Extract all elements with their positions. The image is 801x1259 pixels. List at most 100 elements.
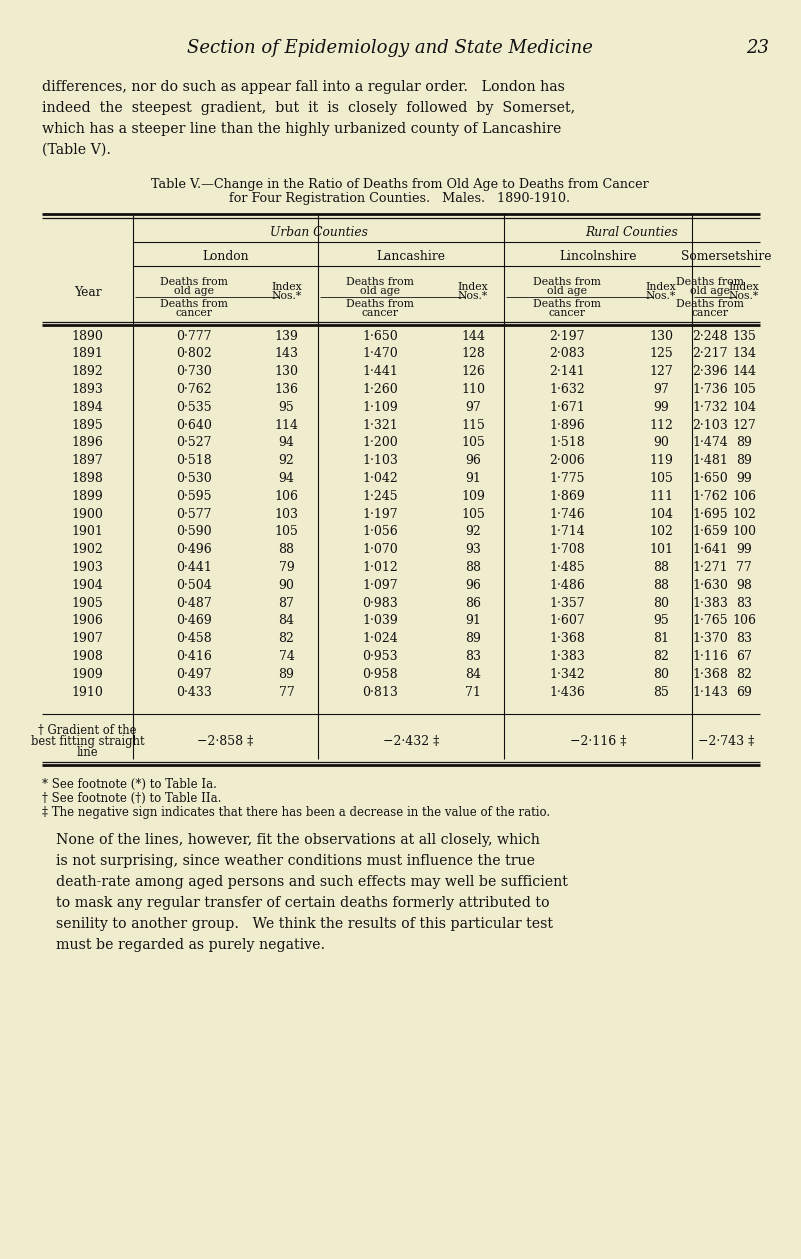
Text: 89: 89: [736, 437, 752, 449]
Text: None of the lines, however, fit the observations at all closely, which: None of the lines, however, fit the obse…: [56, 832, 540, 847]
Text: 0·958: 0·958: [362, 667, 398, 681]
Text: 1890: 1890: [71, 330, 103, 342]
Text: 1903: 1903: [71, 562, 103, 574]
Text: 99: 99: [736, 543, 752, 556]
Text: 1·736: 1·736: [692, 383, 728, 395]
Text: 128: 128: [461, 347, 485, 360]
Text: Deaths from: Deaths from: [160, 277, 228, 287]
Text: Section of Epidemiology and State Medicine: Section of Epidemiology and State Medici…: [187, 39, 593, 57]
Text: 1·869: 1·869: [549, 490, 585, 502]
Text: −2·116 ‡: −2·116 ‡: [570, 735, 626, 748]
Text: 1·436: 1·436: [549, 685, 585, 699]
Text: 2·197: 2·197: [549, 330, 585, 342]
Text: 1·485: 1·485: [549, 562, 585, 574]
Text: 105: 105: [461, 437, 485, 449]
Text: 102: 102: [732, 507, 756, 520]
Text: Index: Index: [729, 282, 759, 292]
Text: 0·983: 0·983: [362, 597, 398, 609]
Text: 1·671: 1·671: [549, 400, 585, 414]
Text: 82: 82: [279, 632, 295, 645]
Text: 0·530: 0·530: [176, 472, 212, 485]
Text: Deaths from: Deaths from: [533, 298, 601, 308]
Text: 1906: 1906: [71, 614, 103, 627]
Text: 115: 115: [461, 418, 485, 432]
Text: 0·762: 0·762: [176, 383, 211, 395]
Text: 83: 83: [465, 650, 481, 663]
Text: 1·012: 1·012: [362, 562, 398, 574]
Text: 93: 93: [465, 543, 481, 556]
Text: 0·813: 0·813: [362, 685, 398, 699]
Text: 77: 77: [736, 562, 752, 574]
Text: 105: 105: [275, 525, 299, 539]
Text: 1892: 1892: [71, 365, 103, 378]
Text: 1·070: 1·070: [362, 543, 398, 556]
Text: indeed  the  steepest  gradient,  but  it  is  closely  followed  by  Somerset,: indeed the steepest gradient, but it is …: [42, 101, 575, 115]
Text: 1·342: 1·342: [549, 667, 585, 681]
Text: 1905: 1905: [71, 597, 103, 609]
Text: 0·535: 0·535: [176, 400, 211, 414]
Text: 1·732: 1·732: [692, 400, 728, 414]
Text: 2·103: 2·103: [692, 418, 728, 432]
Text: 79: 79: [279, 562, 295, 574]
Text: (Table V).: (Table V).: [42, 144, 111, 157]
Text: Deaths from: Deaths from: [676, 277, 744, 287]
Text: Nos.*: Nos.*: [729, 291, 759, 301]
Text: 99: 99: [653, 400, 669, 414]
Text: 86: 86: [465, 597, 481, 609]
Text: 84: 84: [465, 667, 481, 681]
Text: Deaths from: Deaths from: [533, 277, 601, 287]
Text: 1894: 1894: [71, 400, 103, 414]
Text: 1·486: 1·486: [549, 579, 585, 592]
Text: 143: 143: [275, 347, 299, 360]
Text: 103: 103: [275, 507, 299, 520]
Text: 2·248: 2·248: [692, 330, 728, 342]
Text: 0·730: 0·730: [176, 365, 212, 378]
Text: 0·416: 0·416: [176, 650, 212, 663]
Text: 1·370: 1·370: [692, 632, 728, 645]
Text: 1895: 1895: [71, 418, 103, 432]
Text: Lincolnshire: Lincolnshire: [559, 249, 637, 262]
Text: Year: Year: [74, 286, 101, 298]
Text: 144: 144: [732, 365, 756, 378]
Text: 1·896: 1·896: [549, 418, 585, 432]
Text: Nos.*: Nos.*: [458, 291, 488, 301]
Text: −2·858 ‡: −2·858 ‡: [197, 735, 254, 748]
Text: 1897: 1897: [71, 454, 103, 467]
Text: 0·487: 0·487: [176, 597, 212, 609]
Text: 1·708: 1·708: [549, 543, 585, 556]
Text: cancer: cancer: [549, 308, 586, 319]
Text: 139: 139: [275, 330, 299, 342]
Text: Index: Index: [271, 282, 302, 292]
Text: 1·607: 1·607: [549, 614, 585, 627]
Text: 1·481: 1·481: [692, 454, 728, 467]
Text: 100: 100: [732, 525, 756, 539]
Text: for Four Registration Counties.   Males.   1890-1910.: for Four Registration Counties. Males. 1…: [229, 193, 570, 205]
Text: 1·630: 1·630: [692, 579, 728, 592]
Text: † See footnote (†) to Table IIa.: † See footnote (†) to Table IIa.: [42, 792, 221, 805]
Text: 1908: 1908: [71, 650, 103, 663]
Text: 84: 84: [279, 614, 295, 627]
Text: 105: 105: [732, 383, 756, 395]
Text: 1900: 1900: [71, 507, 103, 520]
Text: 1·765: 1·765: [692, 614, 728, 627]
Text: 92: 92: [465, 525, 481, 539]
Text: 1·762: 1·762: [692, 490, 728, 502]
Text: 130: 130: [275, 365, 299, 378]
Text: 1910: 1910: [71, 685, 103, 699]
Text: 130: 130: [649, 330, 673, 342]
Text: 92: 92: [279, 454, 295, 467]
Text: 2·083: 2·083: [549, 347, 585, 360]
Text: 1·357: 1·357: [549, 597, 585, 609]
Text: 1896: 1896: [71, 437, 103, 449]
Text: 126: 126: [461, 365, 485, 378]
Text: Deaths from: Deaths from: [160, 298, 228, 308]
Text: 67: 67: [736, 650, 752, 663]
Text: Index: Index: [457, 282, 489, 292]
Text: 97: 97: [653, 383, 669, 395]
Text: 105: 105: [461, 507, 485, 520]
Text: 94: 94: [279, 472, 295, 485]
Text: 1·042: 1·042: [362, 472, 398, 485]
Text: 127: 127: [732, 418, 756, 432]
Text: best fitting straight: best fitting straight: [30, 735, 144, 748]
Text: 96: 96: [465, 579, 481, 592]
